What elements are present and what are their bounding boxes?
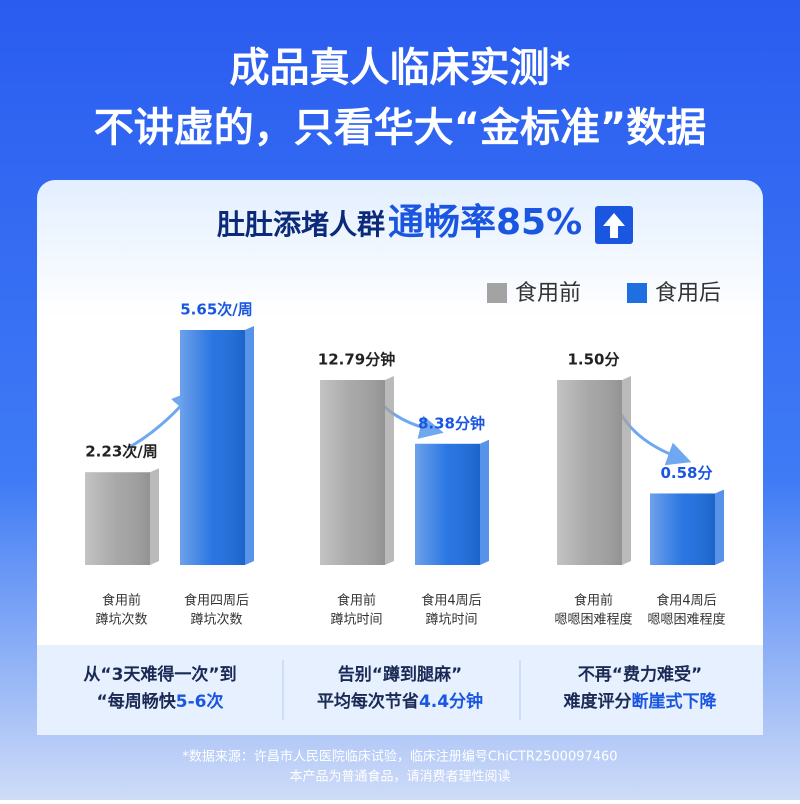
value-label: 0.58分 <box>660 464 712 482</box>
x-tick-label: 嗯嗯困难程度 <box>554 612 632 628</box>
bar-side <box>385 376 394 565</box>
caption-emphasis: 4.4分钟 <box>419 691 483 712</box>
bar-shine <box>650 493 715 565</box>
caption-text: 平均每次节省 <box>317 691 419 712</box>
bar-side <box>480 439 489 565</box>
caption-text: 难度评分 <box>563 691 632 712</box>
bar-side <box>622 376 631 565</box>
bar-shine <box>85 472 150 565</box>
x-tick-label: 食用前 <box>102 593 141 609</box>
bar-side <box>245 326 254 565</box>
up-arrow <box>603 213 625 238</box>
x-tick-label: 蹲坑时间 <box>425 613 477 628</box>
caption-emphasis: 5-6次 <box>176 691 224 712</box>
legend-swatch <box>487 283 507 303</box>
caption: 不再“费力难受” <box>578 664 702 685</box>
card <box>37 180 763 735</box>
bar-shine <box>320 380 385 565</box>
footnote: 本产品为普通食品，请消费者理性阅读 <box>289 769 510 785</box>
legend-label: 食用前 <box>515 281 581 306</box>
x-tick-label: 食用四周后 <box>184 593 249 609</box>
title: 成品真人临床实测* <box>230 45 571 91</box>
x-tick-label: 蹲坑时间 <box>330 613 382 628</box>
value-label: 2.23次/周 <box>85 443 158 461</box>
x-tick-label: 食用前 <box>574 593 613 609</box>
legend-label: 食用后 <box>655 281 721 306</box>
card-title-emphasis: 通畅率85% <box>388 202 582 243</box>
subtitle: 不讲虚的，只看华大“金标准”数据 <box>94 105 707 151</box>
footnote: *数据来源：许昌市人民医院临床试验，临床注册编号ChiCTR2500097460 <box>182 749 617 765</box>
caption: 告别“蹲到腿麻” <box>338 664 462 685</box>
x-tick-label: 嗯嗯困难程度 <box>647 612 725 628</box>
caption: 难度评分断崖式下降 <box>563 691 718 712</box>
x-tick-label: 食用4周后 <box>421 593 481 609</box>
bar-shine <box>557 380 622 565</box>
card-title: 肚肚添堵人群 <box>217 208 385 241</box>
value-label: 5.65次/周 <box>180 301 253 319</box>
value-label: 1.50分 <box>567 351 619 369</box>
caption-band <box>37 645 763 735</box>
bar-side <box>150 468 159 565</box>
x-tick-label: 蹲坑次数 <box>190 612 242 628</box>
x-tick-label: 食用前 <box>337 593 376 609</box>
caption-text: “每周畅快 <box>97 691 177 712</box>
caption: 从“3天难得一次”到 <box>83 664 236 685</box>
bar-shine <box>415 443 480 565</box>
value-label: 12.79分钟 <box>318 351 395 369</box>
x-tick-label: 食用4周后 <box>656 593 716 609</box>
value-label: 8.38分钟 <box>418 414 485 432</box>
caption: “每周畅快5-6次 <box>97 691 224 712</box>
bar-shine <box>180 330 245 565</box>
legend-swatch <box>627 283 647 303</box>
x-tick-label: 蹲坑次数 <box>95 612 147 628</box>
bar-side <box>715 489 724 565</box>
caption-emphasis: 断崖式下降 <box>632 691 718 712</box>
caption: 平均每次节省4.4分钟 <box>317 691 483 712</box>
